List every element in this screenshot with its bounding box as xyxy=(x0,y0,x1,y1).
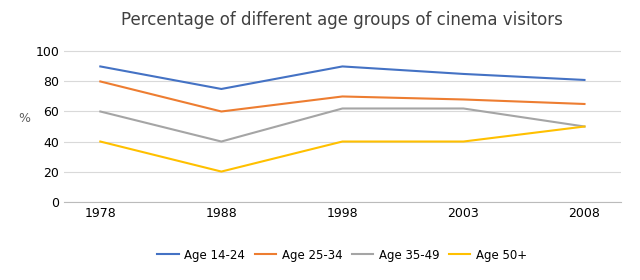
Age 35-49 xyxy=(339,107,346,110)
Legend: Age 14-24, Age 25-34, Age 35-49, Age 50+: Age 14-24, Age 25-34, Age 35-49, Age 50+ xyxy=(152,244,532,266)
Age 25-34 xyxy=(97,80,104,83)
Age 14-24 xyxy=(580,78,588,82)
Age 35-49 xyxy=(460,107,467,110)
Age 25-34 xyxy=(339,95,346,98)
Line: Age 50+: Age 50+ xyxy=(100,127,584,172)
Title: Percentage of different age groups of cinema visitors: Percentage of different age groups of ci… xyxy=(122,11,563,29)
Line: Age 35-49: Age 35-49 xyxy=(100,108,584,141)
Line: Age 25-34: Age 25-34 xyxy=(100,81,584,111)
Age 25-34 xyxy=(460,98,467,101)
Age 35-49 xyxy=(97,110,104,113)
Line: Age 14-24: Age 14-24 xyxy=(100,66,584,89)
Age 14-24 xyxy=(339,65,346,68)
Age 35-49 xyxy=(218,140,225,143)
Age 35-49 xyxy=(580,125,588,128)
Age 25-34 xyxy=(218,110,225,113)
Age 50+ xyxy=(218,170,225,173)
Y-axis label: %: % xyxy=(18,113,30,125)
Age 14-24 xyxy=(97,65,104,68)
Age 14-24 xyxy=(460,72,467,76)
Age 14-24 xyxy=(218,87,225,91)
Age 50+ xyxy=(339,140,346,143)
Age 50+ xyxy=(97,140,104,143)
Age 50+ xyxy=(460,140,467,143)
Age 25-34 xyxy=(580,102,588,106)
Age 50+ xyxy=(580,125,588,128)
